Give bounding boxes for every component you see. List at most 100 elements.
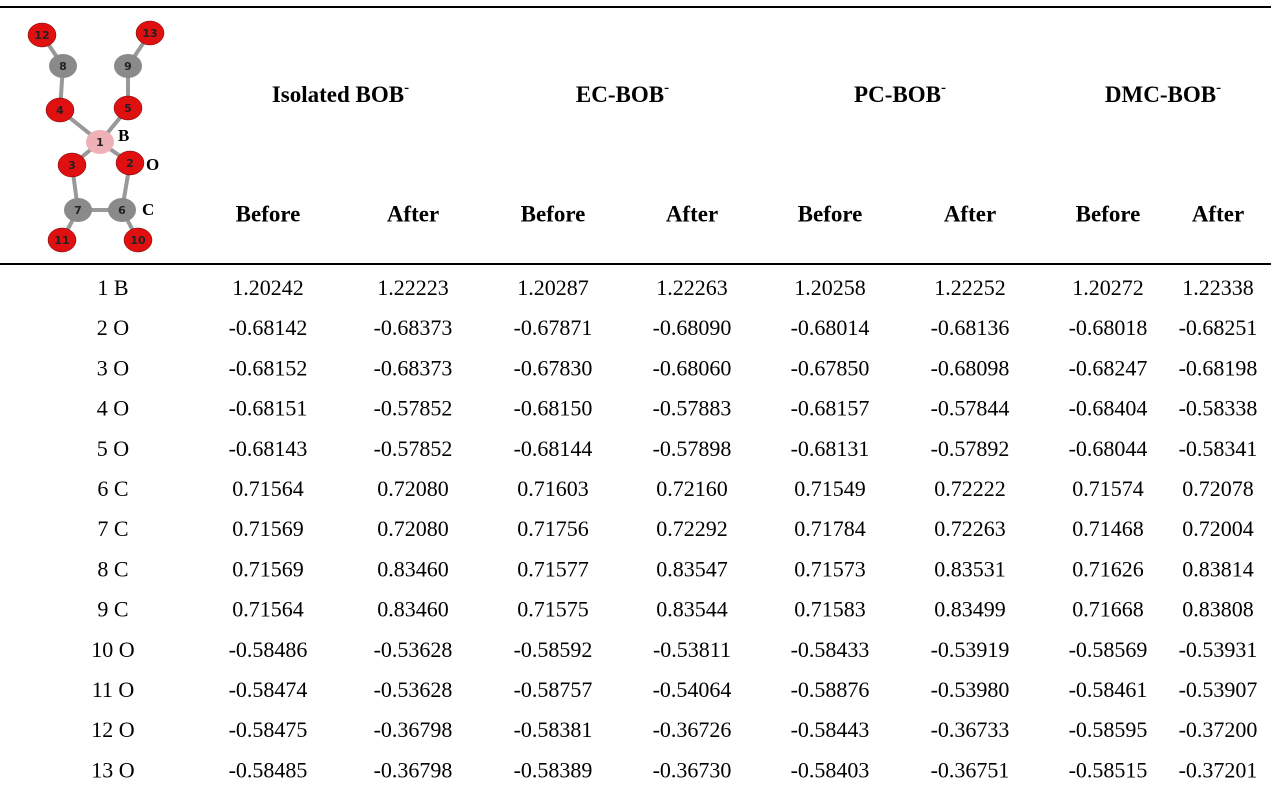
subheader: Before xyxy=(521,201,586,226)
cell: 0.71573 xyxy=(794,556,866,581)
cell: 0.71468 xyxy=(1072,516,1144,541)
cell: 0.72160 xyxy=(656,476,728,501)
atom-number: 8 xyxy=(59,60,67,73)
cell: -0.68044 xyxy=(1069,436,1148,461)
cell: -0.36798 xyxy=(374,757,453,782)
cell: 0.83544 xyxy=(656,597,728,622)
group-header: DMC-BOB- xyxy=(1105,80,1221,107)
cell: -0.53628 xyxy=(374,677,453,702)
cell: 1.22223 xyxy=(377,275,449,300)
cell: -0.68150 xyxy=(514,396,593,421)
cell: -0.67871 xyxy=(514,315,593,340)
row-label: 10 O xyxy=(91,637,134,662)
cell: -0.57898 xyxy=(653,436,732,461)
cell: -0.58443 xyxy=(791,717,870,742)
cell: 1.20258 xyxy=(794,275,866,300)
group-header: EC-BOB- xyxy=(576,80,669,107)
row-label: 4 O xyxy=(97,396,129,421)
cell: 0.71603 xyxy=(517,476,589,501)
cell: -0.67850 xyxy=(791,355,870,380)
atom-number: 11 xyxy=(54,234,69,247)
cell: -0.58876 xyxy=(791,677,870,702)
cell: -0.57883 xyxy=(653,396,732,421)
cell: -0.36751 xyxy=(931,757,1010,782)
cell: 0.72292 xyxy=(656,516,728,541)
cell: -0.53811 xyxy=(653,637,731,662)
subheader: After xyxy=(387,201,439,226)
cell: 0.72080 xyxy=(377,516,449,541)
group-charge: - xyxy=(941,80,946,96)
cell: 0.83531 xyxy=(934,556,1006,581)
cell: -0.57852 xyxy=(374,436,453,461)
cell: -0.68152 xyxy=(229,355,308,380)
atom-number: 7 xyxy=(74,204,82,217)
cell: -0.53628 xyxy=(374,637,453,662)
row-label: 5 O xyxy=(97,436,129,461)
cell: -0.58485 xyxy=(229,757,308,782)
cell: 0.71626 xyxy=(1072,556,1144,581)
cell: -0.53919 xyxy=(931,637,1010,662)
atom-number: 6 xyxy=(118,204,126,217)
row-label: 3 O xyxy=(97,355,129,380)
cell: 0.83547 xyxy=(656,556,728,581)
cell: -0.58381 xyxy=(514,717,593,742)
cell: -0.58486 xyxy=(229,637,308,662)
cell: 0.71668 xyxy=(1072,597,1144,622)
cell: -0.68247 xyxy=(1069,355,1148,380)
element-label: O xyxy=(146,155,159,174)
atom-number: 1 xyxy=(96,136,104,149)
row-label: 1 B xyxy=(97,275,128,300)
group-charge: - xyxy=(664,80,669,96)
cell: 1.22263 xyxy=(656,275,728,300)
cell: 0.71784 xyxy=(794,516,866,541)
row-label: 6 C xyxy=(97,476,128,501)
cell: -0.54064 xyxy=(653,677,732,702)
atom-number: 4 xyxy=(56,104,64,117)
cell: -0.68014 xyxy=(791,315,870,340)
atom-number: 10 xyxy=(130,234,146,247)
cell: -0.68404 xyxy=(1069,396,1148,421)
cell: -0.58403 xyxy=(791,757,870,782)
group-name: DMC-BOB xyxy=(1105,82,1216,107)
cell: -0.58515 xyxy=(1069,757,1148,782)
cell: -0.58475 xyxy=(229,717,308,742)
subheader: Before xyxy=(1076,201,1141,226)
cell: 0.72263 xyxy=(934,516,1006,541)
cell: 0.72004 xyxy=(1182,516,1254,541)
cell: -0.58341 xyxy=(1179,436,1258,461)
cell: -0.68143 xyxy=(229,436,308,461)
group-header: Isolated BOB- xyxy=(272,80,409,107)
cell: 0.72222 xyxy=(934,476,1006,501)
cell: -0.58569 xyxy=(1069,637,1148,662)
group-charge: - xyxy=(1216,80,1221,96)
cell: -0.37201 xyxy=(1179,757,1258,782)
cell: 0.72080 xyxy=(377,476,449,501)
cell: -0.36730 xyxy=(653,757,732,782)
atom-number: 3 xyxy=(68,159,76,172)
row-label: 9 C xyxy=(97,597,128,622)
cell: 1.20287 xyxy=(517,275,589,300)
row-label: 7 C xyxy=(97,516,128,541)
cell: -0.68157 xyxy=(791,396,870,421)
atom-number: 13 xyxy=(142,27,157,40)
cell: -0.68136 xyxy=(931,315,1010,340)
cell: 0.83499 xyxy=(934,597,1006,622)
cell: -0.58595 xyxy=(1069,717,1148,742)
subheader: After xyxy=(1192,201,1244,226)
cell: -0.68131 xyxy=(791,436,870,461)
cell: 0.71569 xyxy=(232,556,304,581)
cell: -0.68373 xyxy=(374,315,453,340)
cell: 0.71549 xyxy=(794,476,866,501)
cell: 0.71577 xyxy=(517,556,589,581)
cell: 0.71583 xyxy=(794,597,866,622)
group-charge: - xyxy=(404,80,409,96)
cell: 0.83460 xyxy=(377,597,449,622)
cell: 0.71569 xyxy=(232,516,304,541)
cell: 0.71756 xyxy=(517,516,589,541)
subheader: Before xyxy=(236,201,301,226)
cell: -0.68142 xyxy=(229,315,308,340)
cell: -0.68018 xyxy=(1069,315,1148,340)
cell: -0.68098 xyxy=(931,355,1010,380)
row-label: 8 C xyxy=(97,556,128,581)
cell: -0.68373 xyxy=(374,355,453,380)
